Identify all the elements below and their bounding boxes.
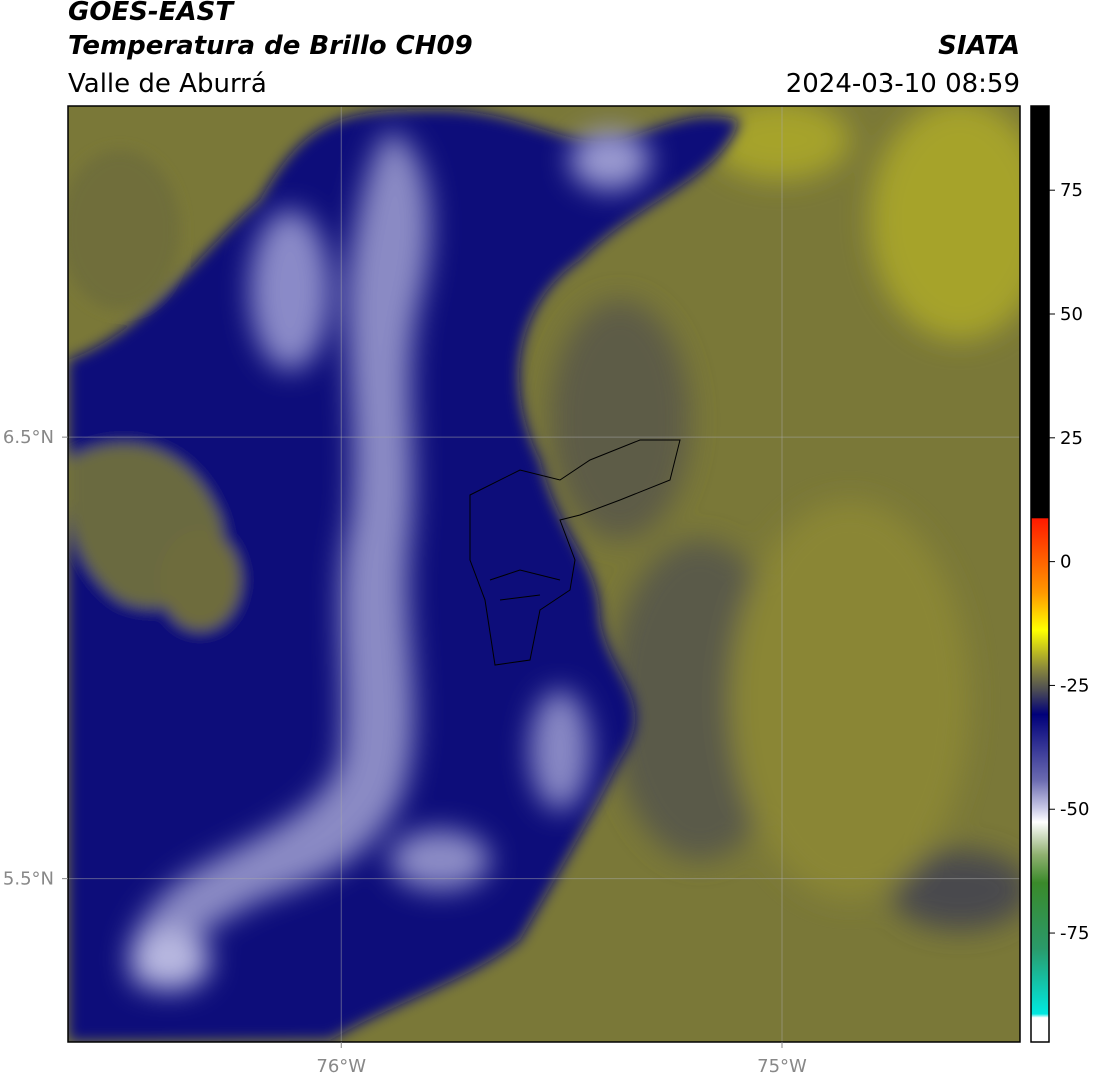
source: SIATA [938, 31, 1020, 61]
colorbar-label: 75 [1060, 180, 1083, 201]
graticule [68, 106, 1020, 1042]
region: Valle de Aburrá [68, 69, 267, 99]
satellite-image [68, 106, 1020, 1042]
subtitle: Temperatura de Brillo CH09 [68, 31, 473, 61]
x-tick-label: 76°W [316, 1056, 366, 1077]
colorbar-label: 0 [1060, 552, 1071, 573]
colorbar-label: 25 [1060, 428, 1083, 449]
y-tick-label: 5.5°N [3, 869, 54, 890]
y-tick-label: 6.5°N [3, 427, 54, 448]
colorbar-label: -50 [1060, 799, 1089, 820]
colorbar-label: -25 [1060, 675, 1089, 696]
x-tick-label: 75°W [757, 1056, 807, 1077]
title: GOES-EAST [68, 0, 235, 27]
colorbar [1030, 105, 1050, 1043]
map-frame [67, 105, 1021, 1043]
datetime: 2024-03-10 08:59 [786, 69, 1020, 99]
colorbar-label: 50 [1060, 304, 1083, 325]
colorbar-label: -75 [1060, 923, 1089, 944]
boundary [469, 439, 681, 666]
